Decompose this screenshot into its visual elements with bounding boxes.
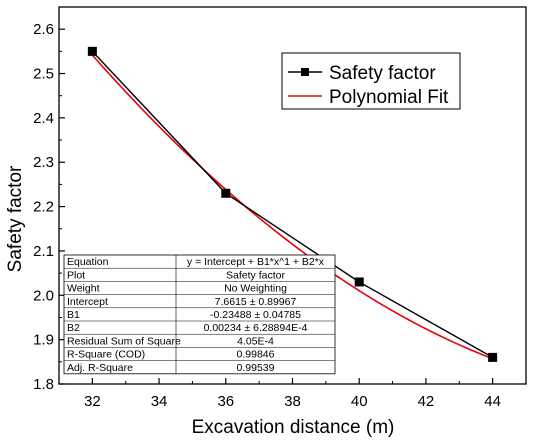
y-tick-label: 2.2 bbox=[33, 199, 54, 216]
series-polynomial-fit-line bbox=[91, 54, 493, 360]
legend-label: Safety factor bbox=[329, 63, 436, 84]
data-point bbox=[354, 277, 364, 287]
series-safety-factor-line bbox=[91, 50, 493, 358]
legend-label: Polynomial Fit bbox=[329, 87, 449, 108]
y-axis-title: Safety factor bbox=[5, 165, 26, 272]
y-tick-label: 2.0 bbox=[33, 287, 54, 304]
table-cell-value: 7.6615 ± 0.89967 bbox=[215, 296, 297, 308]
table-cell-value: -0.23488 ± 0.04785 bbox=[210, 309, 301, 321]
table-cell-value: 0.99539 bbox=[237, 362, 275, 374]
legend-swatch-marker bbox=[301, 68, 309, 76]
table-cell-label: Equation bbox=[67, 256, 109, 268]
table-cell-label: Adj. R-Square bbox=[67, 362, 133, 374]
fit-results-table: Equation y = Intercept + B1*x^1 + B2*x Plo… bbox=[63, 254, 336, 375]
x-tick-label: 36 bbox=[217, 393, 234, 410]
x-tick-label: 32 bbox=[84, 393, 101, 410]
table-cell-label: Intercept bbox=[67, 296, 108, 308]
x-axis-title: Excavation distance (m) bbox=[192, 417, 395, 438]
x-tick-label: 44 bbox=[484, 393, 501, 410]
table-cell-label: B1 bbox=[67, 309, 80, 321]
plot-area: 32 34 36 38 40 42 44 1.8 1.9 2.0 2.1 2.2 2.3 2.4 2.5 2.… bbox=[33, 6, 527, 410]
table-cell-value: Safety factor bbox=[226, 269, 285, 281]
legend: Safety factor Polynomial Fit bbox=[281, 52, 461, 110]
y-tick-label: 2.6 bbox=[33, 21, 54, 38]
y-tick-label: 1.8 bbox=[33, 376, 54, 393]
table-cell-label: Residual Sum of Square bbox=[67, 335, 181, 347]
data-point bbox=[87, 46, 97, 56]
table-cell-value: y = Intercept + B1*x^1 + B2*x bbox=[187, 256, 325, 268]
x-tick-label: 40 bbox=[351, 393, 368, 410]
table-cell-label: R-Square (COD) bbox=[67, 349, 145, 361]
data-point bbox=[488, 352, 498, 362]
x-tick-label: 42 bbox=[418, 393, 435, 410]
table-cell-value: 0.99846 bbox=[237, 349, 275, 361]
table-cell-label: B2 bbox=[67, 322, 80, 334]
table-cell-value: 0.00234 ± 6.28894E-4 bbox=[204, 322, 308, 334]
table-cell-label: Plot bbox=[67, 269, 85, 281]
x-tick-label: 34 bbox=[151, 393, 168, 410]
table-cell-value: 4.05E-4 bbox=[237, 335, 274, 347]
legend-box bbox=[281, 52, 461, 110]
y-tick-label: 1.9 bbox=[33, 332, 54, 349]
data-point bbox=[221, 188, 231, 198]
y-tick-label: 2.4 bbox=[33, 110, 54, 127]
y-tick-label: 2.3 bbox=[33, 154, 54, 171]
x-tick-label: 38 bbox=[284, 393, 301, 410]
y-tick-label: 2.5 bbox=[33, 66, 54, 83]
table-cell-value: No Weighting bbox=[224, 283, 287, 295]
table-frame bbox=[63, 254, 336, 375]
table-cell-label: Weight bbox=[67, 283, 100, 295]
y-tick-label: 2.1 bbox=[33, 243, 54, 260]
